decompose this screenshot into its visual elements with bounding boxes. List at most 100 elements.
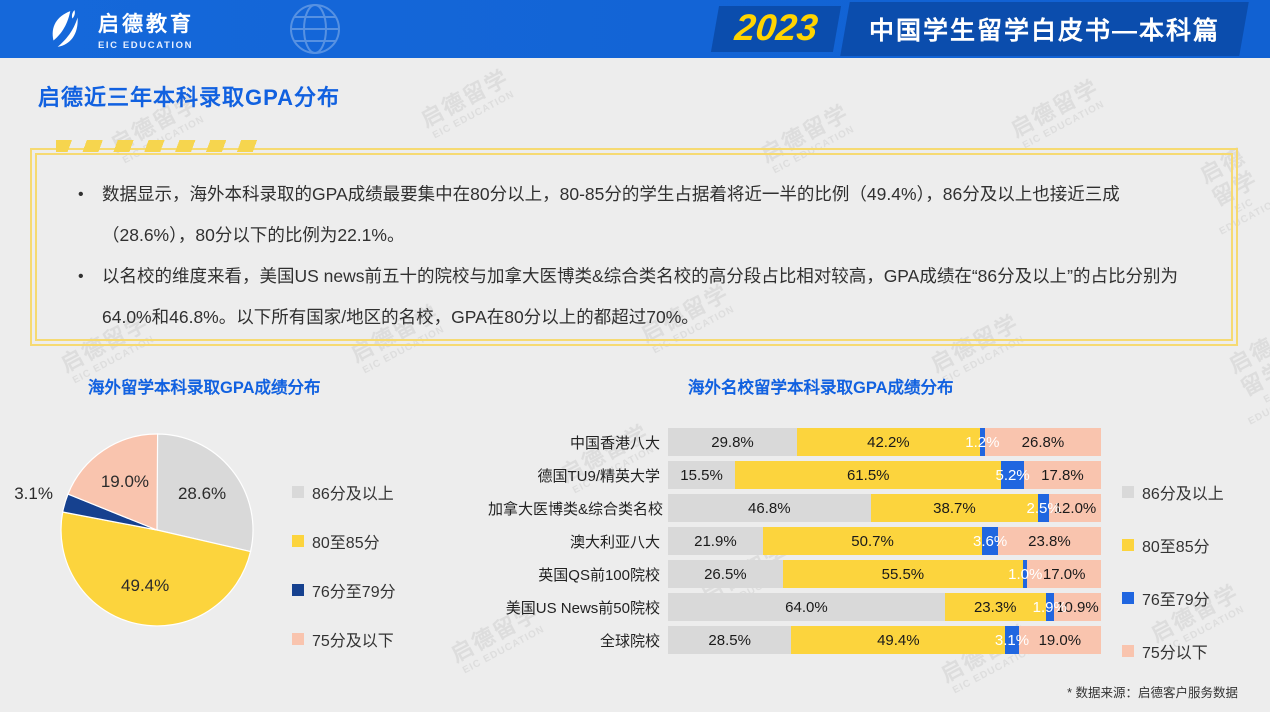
year-badge: 2023 <box>710 6 842 52</box>
bar-segment-1: 55.5% <box>782 560 1024 588</box>
legend-item: 80至85分 <box>292 529 396 553</box>
legend-label: 86分及以上 <box>1142 486 1224 503</box>
bar-track: 15.5% 61.5% 5.2% 17.8% <box>668 461 1101 489</box>
bar-value-label: 42.2% <box>867 433 910 451</box>
bar-category-label: 中国香港八大 <box>569 434 660 452</box>
bar-value-label: 26.8% <box>1021 433 1065 451</box>
bar-segment-2: 1.0% <box>1008 560 1042 588</box>
legend-label: 80至85分 <box>312 535 380 552</box>
bar-track: 26.5% 55.5% 1.0% 17.0% <box>668 560 1101 588</box>
bar-value-label: 26.5% <box>704 565 747 583</box>
legend-label: 76分至79分 <box>312 584 396 601</box>
bar-track: 46.8% 38.7% 2.5% 12.0% <box>668 494 1101 522</box>
eic-logo: 启德教育 EIC EDUCATION <box>44 8 194 51</box>
bar-segment-0: 46.8% <box>668 494 871 522</box>
legend-swatch-icon <box>292 584 304 596</box>
legend-swatch-icon <box>1122 645 1134 657</box>
legend-label: 75分及以下 <box>312 633 394 650</box>
bar-row: 美国US News前50院校 64.0% 23.3% 1.9% 10.9% <box>488 593 1101 621</box>
summary-bullet-2: • 以名校的维度来看，美国US news前五十的院校与加拿大医博类&综合类名校的… <box>78 256 1178 338</box>
bar-row: 全球院校 28.5% 49.4% 3.1% 19.0% <box>488 626 1101 654</box>
eic-logo-text: 启德教育 EIC EDUCATION <box>98 8 194 51</box>
pie-value-label: 3.1% <box>14 483 53 503</box>
bar-segment-0: 28.5% <box>668 626 792 654</box>
pie-legend: 86分及以上 80至85分 76分至79分 75分及以下 <box>292 480 396 651</box>
bar-segment-0: 64.0% <box>668 593 945 621</box>
bar-value-label: 17.0% <box>1042 565 1086 583</box>
report-title-text: 中国学生留学白皮书—本科篇 <box>868 17 1220 45</box>
bar-value-label: 38.7% <box>933 499 976 517</box>
bar-row: 德国TU9/精英大学 15.5% 61.5% 5.2% 17.8% <box>488 461 1101 489</box>
bar-chart-title: 海外名校留学本科录取GPA成绩分布 <box>688 379 954 397</box>
bar-segment-2: 3.1% <box>995 626 1029 654</box>
bar-value-label: 1.2% <box>965 433 1000 451</box>
watermark-cn: 启德留学 <box>1006 74 1104 142</box>
bar-value-label: 23.8% <box>1028 532 1071 550</box>
bar-category-label: 美国US News前50院校 <box>505 599 660 617</box>
bar-value-label: 61.5% <box>846 466 890 484</box>
legend-swatch-icon <box>292 535 304 547</box>
bar-value-label: 2.5% <box>1026 499 1061 517</box>
legend-swatch-icon <box>292 486 304 498</box>
report-title-badge: 中国学生留学白皮书—本科篇 <box>840 2 1249 56</box>
bar-track: 29.8% 42.2% 1.2% 26.8% <box>668 428 1101 456</box>
summary-box: • 数据显示，海外本科录取的GPA成绩最要集中在80分以上，80-85分的学生占… <box>30 140 1238 346</box>
bar-segment-2: 1.9% <box>1033 593 1067 621</box>
bar-segment-3: 23.8% <box>997 527 1101 555</box>
summary-bullet-2-text: 以名校的维度来看，美国US news前五十的院校与加拿大医博类&综合类名校的高分… <box>102 266 1178 328</box>
watermark-en: EIC EDUCATION <box>1021 99 1107 152</box>
bar-segment-2: 5.2% <box>996 461 1030 489</box>
bar-segment-3: 17.0% <box>1027 560 1101 588</box>
watermark-cn: 启德留学 <box>416 64 514 132</box>
data-source-footnote: * 数据来源：启德客户服务数据 <box>1067 686 1238 700</box>
legend-swatch-icon <box>1122 539 1134 551</box>
bar-value-label: 23.3% <box>973 598 1017 616</box>
bar-value-label: 28.5% <box>708 631 751 649</box>
bar-segment-1: 42.2% <box>797 428 980 456</box>
legend-swatch-icon <box>1122 486 1134 498</box>
pie-value-label: 19.0% <box>100 472 150 492</box>
pie-chart-svg <box>60 433 254 627</box>
bar-category-label: 加拿大医博类&综合类名校 <box>488 500 664 518</box>
stacked-bar-chart: 中国香港八大 29.8% 42.2% 1.2% 26.8% 德国TU9/精英大学 15.5%… <box>488 428 1101 659</box>
bullet-marker: • <box>78 268 84 286</box>
summary-list: • 数据显示，海外本科录取的GPA成绩最要集中在80分以上，80-85分的学生占… <box>32 150 1236 339</box>
bar-segment-1: 38.7% <box>870 494 1039 522</box>
bar-segment-3: 17.8% <box>1023 461 1101 489</box>
logo-text-en: EIC EDUCATION <box>98 39 194 51</box>
bar-row: 澳大利亚八大 21.9% 50.7% 3.6% 23.8% <box>488 527 1101 555</box>
bar-value-label: 55.5% <box>881 565 925 583</box>
page-title: 启德近三年本科录取GPA分布 <box>38 85 341 110</box>
legend-label: 80至85分 <box>1142 539 1210 556</box>
bar-segment-1: 23.3% <box>944 593 1046 621</box>
watermark-en: EIC EDUCATION <box>1246 385 1270 428</box>
pie-slice-3 <box>67 433 159 531</box>
bullet-marker: • <box>78 186 84 203</box>
bar-track: 64.0% 23.3% 1.9% 10.9% <box>668 593 1101 621</box>
bar-segment-0: 15.5% <box>668 461 736 489</box>
bar-segment-1: 61.5% <box>735 461 1002 489</box>
bar-legend: 86分及以上 80至85分 76至79分 75分以下 <box>1122 480 1224 663</box>
pie-value-label: 28.6% <box>177 484 227 504</box>
header-bar: 启德教育 EIC EDUCATION 2023 中国学生留学白皮书—本科篇 <box>0 0 1270 58</box>
bar-value-label: 1.9% <box>1032 598 1067 616</box>
legend-item: 86分及以上 <box>1122 480 1224 504</box>
bar-value-label: 15.5% <box>680 466 723 484</box>
bar-value-label: 5.2% <box>995 466 1030 484</box>
bar-segment-2: 2.5% <box>1027 494 1061 522</box>
logo-text-cn: 启德教育 <box>98 12 194 36</box>
legend-swatch-icon <box>292 633 304 645</box>
legend-item: 76至79分 <box>1122 586 1224 610</box>
bar-category-label: 德国TU9/精英大学 <box>537 467 660 485</box>
legend-item: 80至85分 <box>1122 533 1224 557</box>
bar-category-label: 澳大利亚八大 <box>569 533 660 551</box>
bar-value-label: 21.9% <box>694 532 737 550</box>
summary-bullet-1: • 数据显示，海外本科录取的GPA成绩最要集中在80分以上，80-85分的学生占… <box>78 174 1178 256</box>
bar-segment-3: 19.0% <box>1018 626 1101 654</box>
bar-value-label: 64.0% <box>785 598 828 616</box>
pie-slice-0 <box>156 433 254 553</box>
bar-value-label: 19.0% <box>1038 631 1082 649</box>
legend-item: 86分及以上 <box>292 480 396 504</box>
